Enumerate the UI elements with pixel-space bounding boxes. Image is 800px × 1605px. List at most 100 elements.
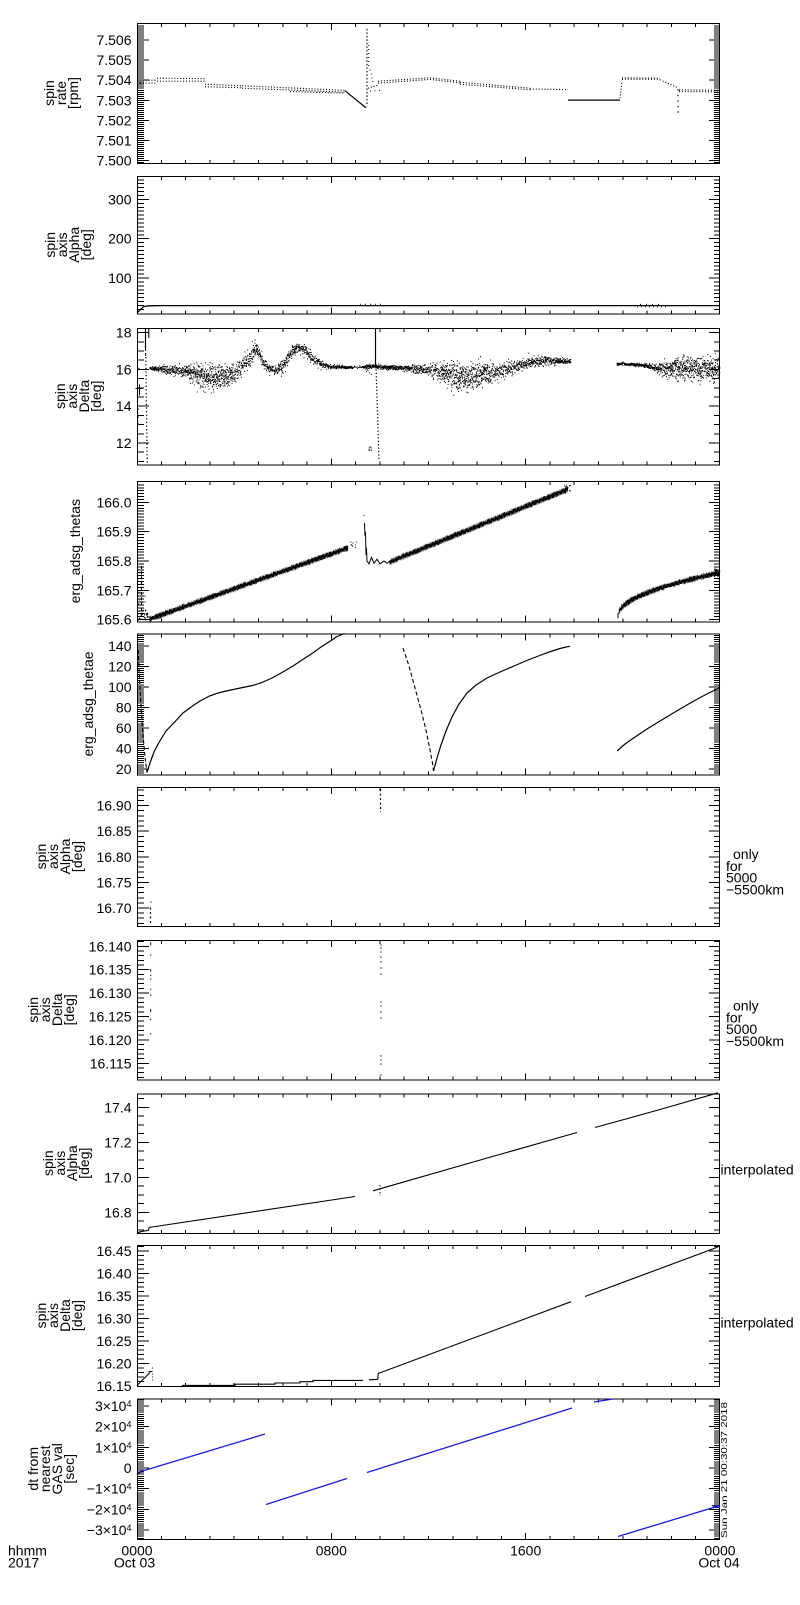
svg-text:0: 0 (124, 1460, 132, 1476)
svg-text:axis: axis (45, 844, 61, 869)
svg-text:2×104: 2×104 (95, 1419, 132, 1435)
svg-text:16.90: 16.90 (96, 798, 131, 814)
svg-text:7.505: 7.505 (96, 52, 131, 68)
svg-text:20: 20 (116, 761, 132, 777)
svg-text:7.502: 7.502 (96, 112, 131, 128)
svg-text:16.75: 16.75 (96, 874, 131, 890)
svg-text:17.2: 17.2 (104, 1135, 131, 1151)
svg-text:16.15: 16.15 (96, 1378, 131, 1394)
svg-text:Oct 04: Oct 04 (698, 1555, 739, 1571)
svg-text:−3×104: −3×104 (87, 1522, 132, 1538)
svg-text:[rpm]: [rpm] (65, 77, 81, 109)
svg-text:−5500km: −5500km (726, 881, 784, 897)
svg-text:only: only (733, 998, 759, 1014)
svg-text:16.20: 16.20 (96, 1356, 131, 1372)
svg-text:erg_adsg_thetae: erg_adsg_thetae (80, 651, 96, 756)
svg-text:axis: axis (37, 997, 53, 1022)
svg-text:16.120: 16.120 (89, 1032, 132, 1048)
svg-text:nearest: nearest (37, 1445, 53, 1492)
svg-text:Delta: Delta (57, 1299, 73, 1332)
svg-text:165.6: 165.6 (96, 612, 131, 628)
svg-text:17.0: 17.0 (104, 1170, 131, 1186)
svg-text:7.506: 7.506 (96, 32, 131, 48)
svg-text:5000: 5000 (726, 1021, 757, 1037)
svg-text:axis: axis (45, 1303, 61, 1328)
svg-text:12: 12 (116, 435, 132, 451)
svg-text:[deg]: [deg] (69, 1300, 85, 1331)
svg-text:16.40: 16.40 (96, 1266, 131, 1282)
svg-text:3×104: 3×104 (95, 1398, 132, 1414)
svg-text:300: 300 (108, 191, 132, 207)
svg-text:16.85: 16.85 (96, 823, 131, 839)
svg-text:[deg]: [deg] (61, 994, 77, 1025)
svg-text:17.4: 17.4 (104, 1100, 131, 1116)
svg-text:16.135: 16.135 (89, 962, 132, 978)
svg-text:200: 200 (108, 231, 132, 247)
svg-text:spin: spin (33, 844, 49, 870)
svg-text:spin: spin (25, 997, 41, 1023)
svg-text:5000: 5000 (726, 870, 757, 886)
svg-text:166.0: 166.0 (96, 494, 131, 510)
svg-text:[deg]: [deg] (69, 841, 85, 872)
svg-text:60: 60 (116, 720, 132, 736)
svg-text:[deg]: [deg] (78, 229, 94, 260)
svg-text:dt from: dt from (25, 1447, 41, 1491)
svg-text:Alpha: Alpha (64, 1145, 80, 1181)
svg-text:rate: rate (53, 81, 69, 105)
svg-text:[deg]: [deg] (76, 1148, 92, 1179)
svg-text:100: 100 (108, 679, 132, 695)
svg-text:for: for (726, 1009, 743, 1025)
svg-text:Oct 03: Oct 03 (114, 1555, 155, 1571)
svg-text:−5500km: −5500km (726, 1033, 784, 1049)
svg-text:120: 120 (108, 658, 132, 674)
svg-text:Alpha: Alpha (57, 838, 73, 874)
svg-text:7.503: 7.503 (96, 92, 131, 108)
svg-text:erg_adsg_thetas: erg_adsg_thetas (67, 499, 83, 603)
svg-text:7.500: 7.500 (96, 153, 131, 169)
svg-text:16.130: 16.130 (89, 985, 132, 1001)
svg-text:0800: 0800 (316, 1543, 347, 1559)
svg-text:spin: spin (33, 1303, 49, 1329)
svg-text:2017: 2017 (8, 1555, 39, 1571)
svg-text:1600: 1600 (510, 1543, 541, 1559)
svg-text:hhmm: hhmm (8, 1543, 47, 1559)
svg-text:16.45: 16.45 (96, 1243, 131, 1259)
svg-text:for: for (726, 858, 743, 874)
svg-text:−2×104: −2×104 (87, 1501, 132, 1517)
svg-text:16.80: 16.80 (96, 849, 131, 865)
svg-text:16.25: 16.25 (96, 1333, 131, 1349)
svg-text:GAS val: GAS val (49, 1443, 65, 1494)
svg-text:1×104: 1×104 (95, 1439, 132, 1455)
svg-text:Sun Jan 21 00:30:37 2018: Sun Jan 21 00:30:37 2018 (719, 1402, 729, 1538)
svg-text:7.504: 7.504 (96, 72, 131, 88)
svg-text:[sec]: [sec] (61, 1454, 77, 1484)
svg-text:80: 80 (116, 699, 132, 715)
svg-text:140: 140 (108, 638, 132, 654)
svg-text:165.7: 165.7 (96, 582, 131, 598)
svg-text:[deg]: [deg] (88, 381, 104, 412)
svg-text:Alpha: Alpha (66, 227, 82, 263)
svg-text:16.70: 16.70 (96, 900, 131, 916)
svg-text:spin: spin (40, 1150, 56, 1176)
svg-text:18: 18 (116, 325, 132, 341)
svg-text:only: only (733, 846, 759, 862)
svg-text:16.35: 16.35 (96, 1288, 131, 1304)
svg-text:axis: axis (54, 232, 70, 257)
svg-text:0000: 0000 (121, 1543, 152, 1559)
svg-text:16: 16 (116, 361, 132, 377)
svg-text:−1×104: −1×104 (87, 1481, 132, 1497)
svg-text:40: 40 (116, 740, 132, 756)
svg-text:Delta: Delta (49, 993, 65, 1026)
svg-text:14: 14 (116, 398, 132, 414)
svg-text:axis: axis (64, 384, 80, 409)
svg-text:16.8: 16.8 (104, 1205, 131, 1221)
svg-text:interpolated: interpolated (721, 1315, 794, 1331)
svg-text:16.30: 16.30 (96, 1311, 131, 1327)
svg-text:spin: spin (41, 80, 57, 106)
svg-text:16.115: 16.115 (90, 1055, 132, 1071)
svg-text:165.8: 165.8 (96, 553, 131, 569)
svg-text:spin: spin (42, 232, 58, 258)
svg-text:165.9: 165.9 (96, 524, 131, 540)
svg-text:100: 100 (108, 270, 132, 286)
svg-text:7.501: 7.501 (96, 133, 131, 149)
